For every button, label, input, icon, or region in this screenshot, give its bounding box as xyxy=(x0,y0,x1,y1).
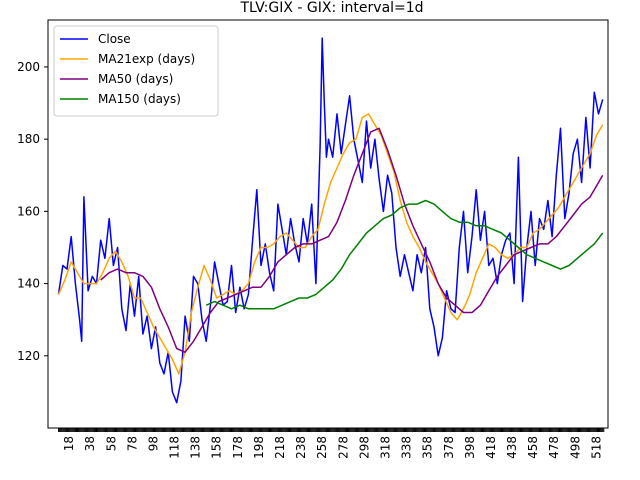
x-tick-label: 438 xyxy=(505,436,519,459)
legend-box xyxy=(53,25,219,117)
x-tick-label: 338 xyxy=(400,436,414,459)
y-tick-label: 180 xyxy=(17,132,40,146)
x-tick-label: 298 xyxy=(357,436,371,459)
y-tick-label: 140 xyxy=(17,277,40,291)
y-tick-label: 160 xyxy=(17,204,40,218)
legend-label-3: MA150 (days) xyxy=(98,92,181,106)
x-tick-label: 278 xyxy=(336,436,350,459)
legend-label-0: Close xyxy=(98,32,131,46)
legend-label-2: MA50 (days) xyxy=(98,72,173,86)
y-tick-label: 120 xyxy=(17,349,40,363)
legend: Close MA21exp (days) MA50 (days) MA150 (day… xyxy=(53,25,219,117)
y-tick-label: 200 xyxy=(17,60,40,74)
x-tick-label: 58 xyxy=(104,436,118,451)
x-tick-label: 18 xyxy=(62,436,76,451)
x-tick-label: 458 xyxy=(526,436,540,459)
series-line-3 xyxy=(205,199,604,310)
x-tick-label: 78 xyxy=(125,436,139,451)
x-tick-label: 138 xyxy=(189,436,203,459)
x-tick-label: 378 xyxy=(442,436,456,459)
axes-layer: 120 140 160 180 200 18 38 58 78 98 118 138 158 178 198… xyxy=(17,19,609,459)
x-tick-label: 518 xyxy=(589,436,603,459)
series-line-1 xyxy=(57,113,604,375)
x-tick-label: 498 xyxy=(568,436,582,459)
series-layer xyxy=(57,37,604,404)
x-tick-label: 258 xyxy=(315,436,329,459)
x-tick-label: 158 xyxy=(210,436,224,459)
x-tick-label: 98 xyxy=(146,436,160,451)
x-tick-label: 418 xyxy=(484,436,498,459)
x-tick-label: 118 xyxy=(168,436,182,459)
x-tick-label: 398 xyxy=(463,436,477,459)
series-line-0 xyxy=(57,37,604,404)
x-tick-label: 318 xyxy=(378,436,392,459)
x-tick-label: 358 xyxy=(421,436,435,459)
x-tick-label: 198 xyxy=(252,436,266,459)
x-tick-label: 178 xyxy=(231,436,245,459)
chart-title: TLV:GIX - GIX: interval=1d xyxy=(239,0,423,16)
x-tick-label: 218 xyxy=(273,436,287,459)
plot-frame xyxy=(47,19,609,429)
x-tick-label: 38 xyxy=(83,436,97,451)
legend-label-1: MA21exp (days) xyxy=(98,52,195,66)
x-tick-label: 238 xyxy=(294,436,308,459)
x-tick-label: 478 xyxy=(547,436,561,459)
